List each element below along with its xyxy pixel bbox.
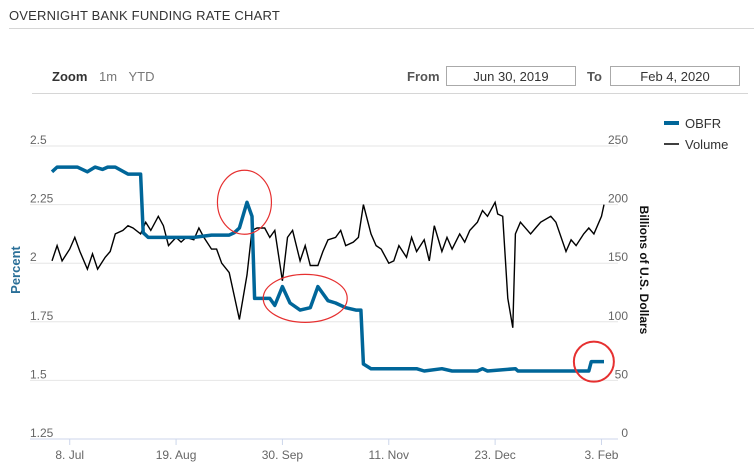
to-date-input[interactable]: Feb 4, 2020 <box>610 66 740 86</box>
page-title: OVERNIGHT BANK FUNDING RATE CHART <box>9 8 280 23</box>
x-tick-label: 11. Nov <box>369 448 409 462</box>
x-tick-label: 30. Sep <box>262 448 304 462</box>
zoom-ytd-button[interactable]: YTD <box>128 69 155 84</box>
left-tick-label: 1.75 <box>30 309 54 323</box>
x-tick-label: 23. Dec <box>474 448 515 462</box>
highlight-circle <box>572 340 615 383</box>
legend: OBFR Volume <box>664 116 728 152</box>
left-tick-label: 2.5 <box>30 133 47 147</box>
left-tick-label: 1.5 <box>30 367 47 381</box>
highlight-ellipse <box>216 169 273 235</box>
x-axis-ticks: 8. Jul 19. Aug 30. Sep 11. Nov 23. Dec 3. Feb <box>55 439 619 462</box>
right-tick-label: 100 <box>608 309 628 323</box>
left-tick-label: 2 <box>30 250 37 264</box>
volume-series-line <box>51 200 605 328</box>
right-tick-label: 50 <box>615 367 629 381</box>
right-tick-label: 200 <box>608 192 628 206</box>
highlight-ellipse <box>262 273 348 323</box>
legend-volume-label[interactable]: Volume <box>685 137 728 152</box>
zoom-label: Zoom <box>52 69 88 84</box>
zoom-1m-button[interactable]: 1m <box>99 69 118 84</box>
from-label: From <box>407 69 440 84</box>
left-tick-label: 2.25 <box>30 192 54 206</box>
left-axis-title: Percent <box>8 245 23 293</box>
zoom-controls: Zoom 1m YTD <box>52 69 162 84</box>
left-tick-label: 1.25 <box>30 426 54 440</box>
right-axis-ticks: 0 50 100 150 200 250 <box>608 133 628 440</box>
obfr-series-line <box>50 165 604 373</box>
legend-obfr-label[interactable]: OBFR <box>685 116 721 131</box>
title-divider <box>9 28 754 29</box>
x-tick-label: 8. Jul <box>55 448 84 462</box>
right-tick-label: 0 <box>621 426 628 440</box>
right-axis-title: Billions of U.S. Dollars <box>637 206 651 335</box>
right-tick-label: 150 <box>608 250 628 264</box>
to-label: To <box>587 69 602 84</box>
highlight-annotations <box>216 169 615 383</box>
x-tick-label: 3. Feb <box>584 448 618 462</box>
from-date-input[interactable]: Jun 30, 2019 <box>446 66 576 86</box>
x-tick-label: 19. Aug <box>156 448 197 462</box>
left-axis-ticks: 1.25 1.5 1.75 2 2.25 2.5 <box>30 133 54 440</box>
toolbar-divider <box>32 93 748 94</box>
right-tick-label: 250 <box>608 133 628 147</box>
